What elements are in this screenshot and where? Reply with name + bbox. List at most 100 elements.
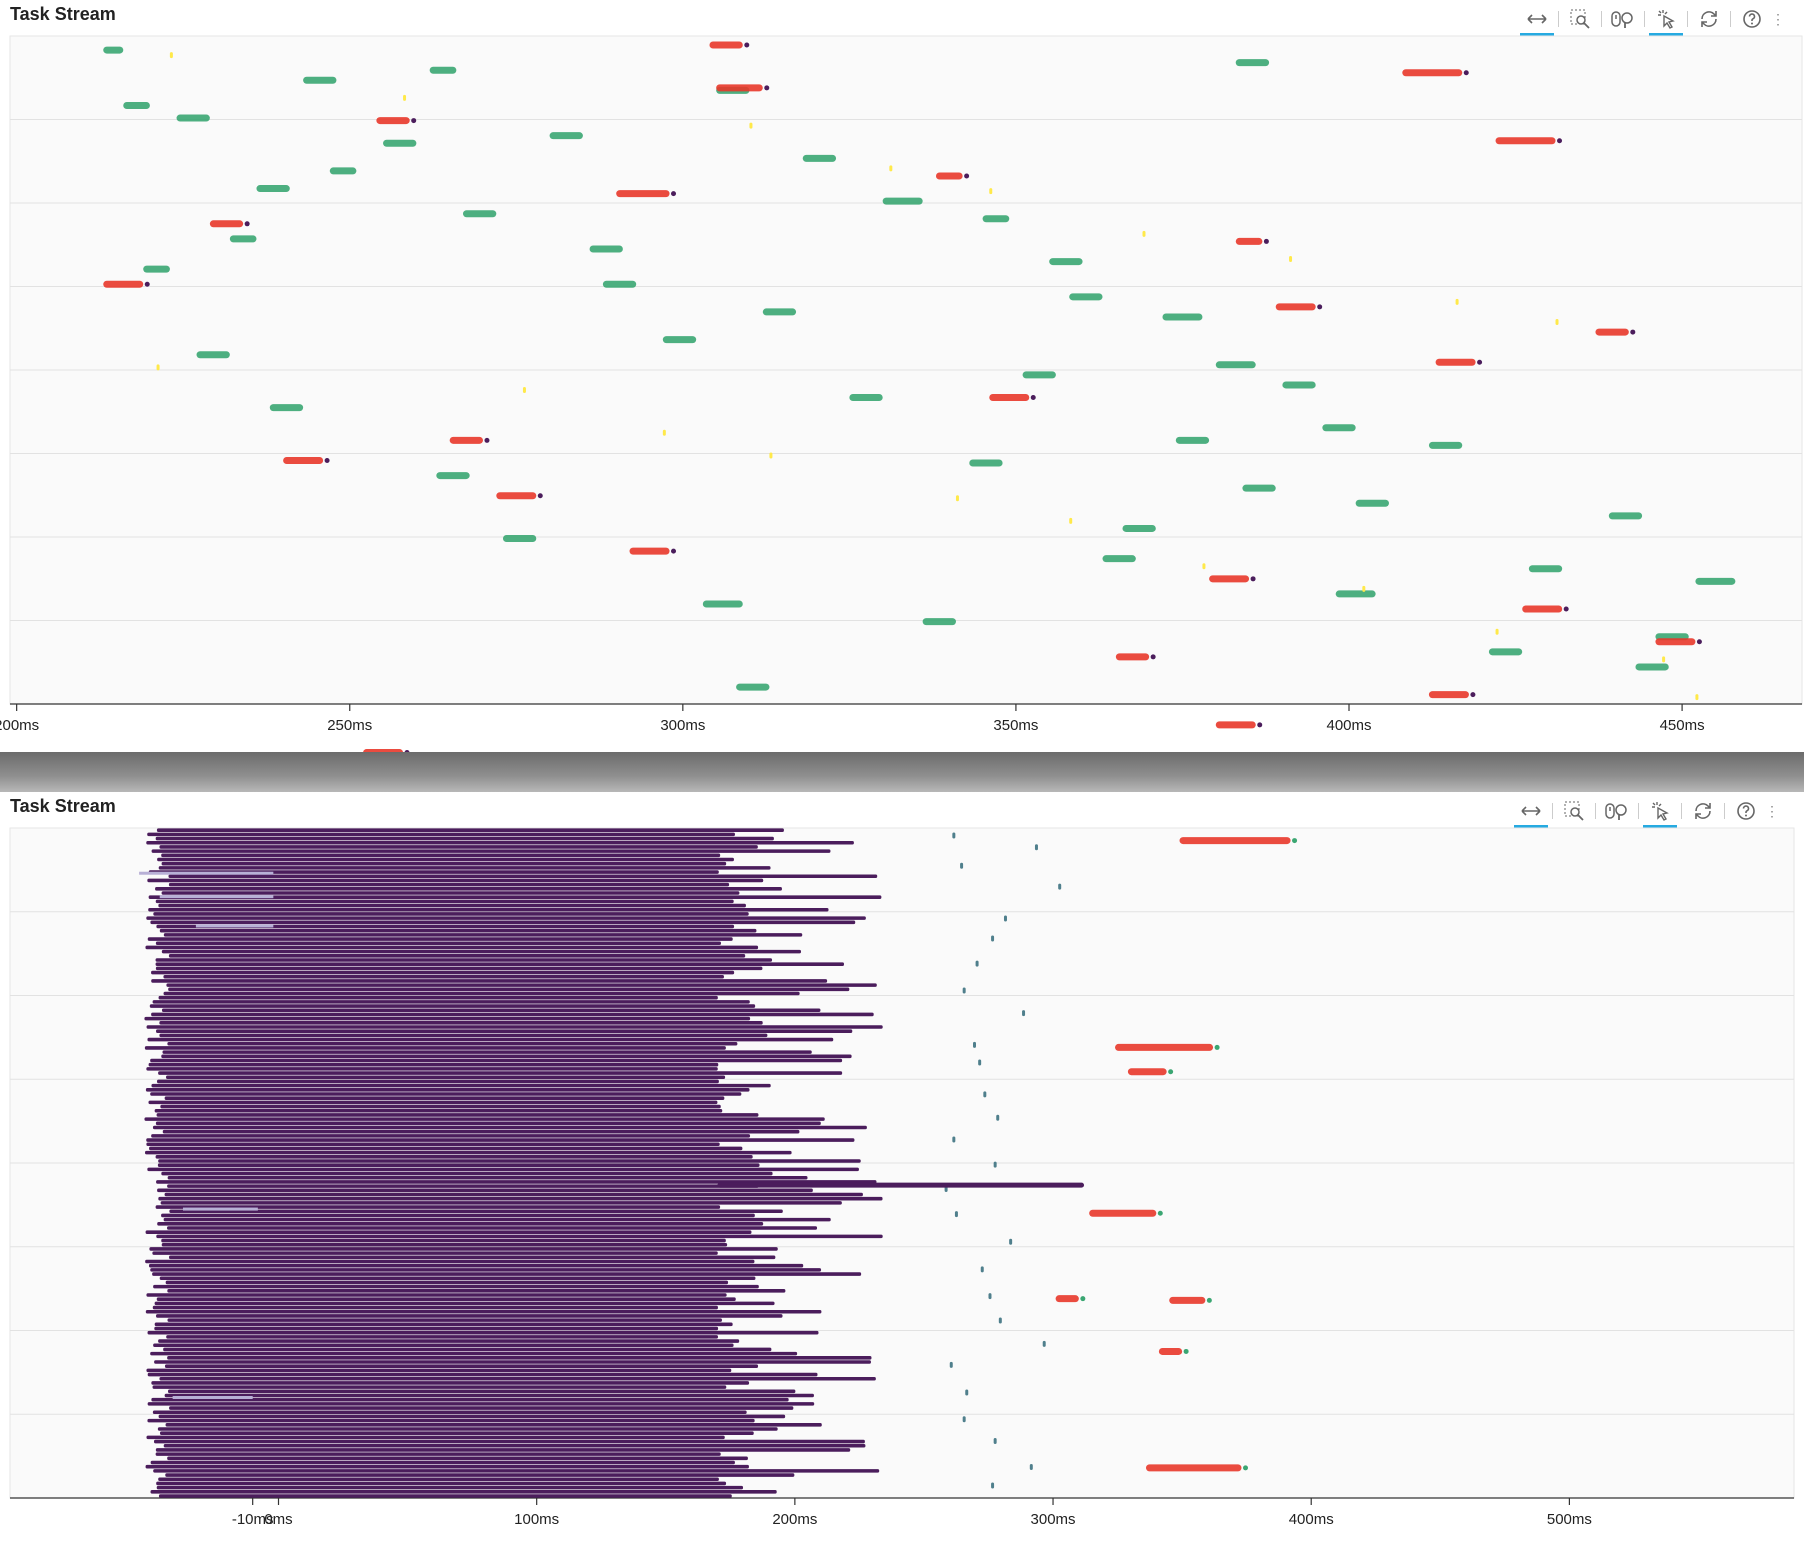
task-bar-red[interactable] (1522, 605, 1563, 613)
task-bar-purple[interactable] (163, 991, 800, 996)
task-bar-purple[interactable] (166, 1075, 726, 1080)
task-bar-green[interactable] (922, 618, 956, 626)
task-bar-teal[interactable] (965, 1389, 969, 1396)
task-bar-yellow[interactable] (1069, 517, 1073, 524)
task-bar-purple[interactable] (148, 870, 719, 874)
task-bar-purple[interactable] (158, 1159, 861, 1163)
task-bar-green[interactable] (1695, 577, 1736, 585)
task-bar-teal[interactable] (962, 987, 966, 994)
task-bar-teal[interactable] (991, 935, 995, 942)
task-bar-yellow[interactable] (169, 52, 173, 59)
box-zoom-icon[interactable] (1561, 4, 1599, 34)
task-bar-teal[interactable] (988, 1293, 992, 1300)
task-bar-purple[interactable] (159, 1021, 763, 1025)
task-bar-teal[interactable] (978, 1059, 982, 1066)
task-bar-purple[interactable] (154, 1439, 865, 1444)
task-bar-purple[interactable] (161, 1008, 821, 1013)
reset-icon[interactable] (1684, 796, 1722, 826)
task-bar-purple[interactable] (161, 891, 740, 895)
task-bar-teal[interactable] (983, 1091, 987, 1098)
task-bar-red[interactable] (363, 749, 403, 752)
task-bar-teal[interactable] (980, 1266, 984, 1273)
toolbar-menu-icon[interactable]: ⋮ (1771, 10, 1785, 27)
task-bar-purple[interactable] (163, 933, 803, 937)
task-bar-purple[interactable] (148, 895, 882, 899)
task-bar-purple[interactable] (167, 1226, 818, 1230)
task-bar-purple[interactable] (161, 1242, 728, 1247)
task-bar-purple[interactable] (167, 1456, 748, 1461)
task-bar-purple[interactable] (147, 1167, 859, 1172)
task-bar-red[interactable] (1115, 653, 1150, 661)
task-bar-purple[interactable] (144, 1046, 726, 1050)
task-bar-purple[interactable] (152, 1272, 862, 1276)
task-bar-red[interactable] (1495, 137, 1556, 145)
task-bar-green[interactable] (303, 76, 337, 84)
tap-icon[interactable] (1647, 4, 1685, 36)
task-bar-green[interactable] (602, 280, 637, 288)
task-bar-purple[interactable] (152, 1000, 750, 1004)
task-bar-purple[interactable] (156, 828, 784, 832)
task-bar-green[interactable] (229, 235, 257, 243)
task-bar-green[interactable] (1022, 371, 1056, 379)
task-bar-purple[interactable] (156, 1297, 736, 1301)
task-bar-purple[interactable] (156, 1113, 759, 1117)
task-bar-red[interactable] (716, 84, 763, 92)
task-bar-purple[interactable] (153, 1284, 759, 1289)
task-bar-purple[interactable] (160, 1104, 721, 1109)
task-bar-purple[interactable] (167, 1289, 786, 1293)
task-bar-purple[interactable] (160, 1201, 842, 1205)
task-bar-red[interactable] (1595, 328, 1629, 336)
task-bar-purple[interactable] (157, 1079, 719, 1084)
task-bar-purple[interactable] (159, 928, 757, 933)
task-bar-purple[interactable] (153, 1469, 880, 1473)
task-bar-red[interactable] (1209, 575, 1250, 583)
task-bar-purple[interactable] (149, 1247, 778, 1251)
task-bar-purple[interactable] (148, 1263, 804, 1268)
task-bar-teal[interactable] (1003, 915, 1007, 922)
task-bar-green[interactable] (176, 114, 210, 122)
task-bar-purple[interactable] (157, 1427, 778, 1431)
task-bar-green[interactable] (429, 66, 457, 74)
task-bar-teal[interactable] (1029, 1464, 1033, 1471)
task-bar-purple[interactable] (146, 916, 866, 920)
task-bar-purple[interactable] (164, 1192, 863, 1197)
task-bar-purple[interactable] (158, 1339, 740, 1343)
task-bar-green[interactable] (502, 535, 537, 543)
task-bar-purple[interactable] (165, 1473, 795, 1477)
task-bar-purple[interactable] (149, 1004, 756, 1008)
task-bar-purple[interactable] (148, 1062, 719, 1067)
task-bar-green[interactable] (123, 101, 150, 109)
help-icon[interactable] (1733, 4, 1771, 34)
task-bar-red[interactable] (103, 280, 144, 288)
task-bar-green[interactable] (982, 215, 1010, 223)
task-bar-purple[interactable] (162, 1050, 812, 1054)
task-bar-red[interactable] (1169, 1296, 1206, 1304)
task-bar-purple[interactable] (157, 1188, 813, 1193)
task-bar-green[interactable] (1215, 361, 1256, 369)
task-bar-yellow[interactable] (889, 165, 893, 172)
task-bar-purple[interactable] (164, 1096, 725, 1100)
task-bar-purple[interactable] (145, 1230, 752, 1234)
task-bar-lavender[interactable] (159, 895, 274, 899)
task-bar-red[interactable] (376, 117, 410, 125)
task-bar-purple[interactable] (152, 1305, 718, 1310)
task-bar-purple[interactable] (161, 1238, 726, 1243)
task-bar-purple[interactable] (159, 1276, 756, 1281)
task-bar-purple[interactable] (146, 1293, 727, 1297)
task-bar-green[interactable] (1322, 424, 1356, 432)
task-bar-purple[interactable] (161, 853, 721, 858)
task-bar-purple[interactable] (145, 1259, 755, 1264)
task-bar-green[interactable] (662, 336, 697, 344)
wheel-zoom-icon[interactable] (1598, 796, 1636, 826)
task-bar-yellow[interactable] (1695, 694, 1699, 701)
task-bar-purple[interactable] (146, 1067, 718, 1071)
task-bar-purple[interactable] (151, 1134, 751, 1138)
task-bar-purple[interactable] (157, 1163, 760, 1167)
task-bar-purple[interactable] (158, 1477, 719, 1482)
task-bar-green[interactable] (1428, 441, 1463, 449)
task-bar-teal[interactable] (993, 1438, 997, 1445)
pan-icon[interactable] (1512, 796, 1550, 828)
task-bar-purple[interactable] (150, 1460, 735, 1465)
task-bar-purple[interactable] (156, 924, 735, 929)
